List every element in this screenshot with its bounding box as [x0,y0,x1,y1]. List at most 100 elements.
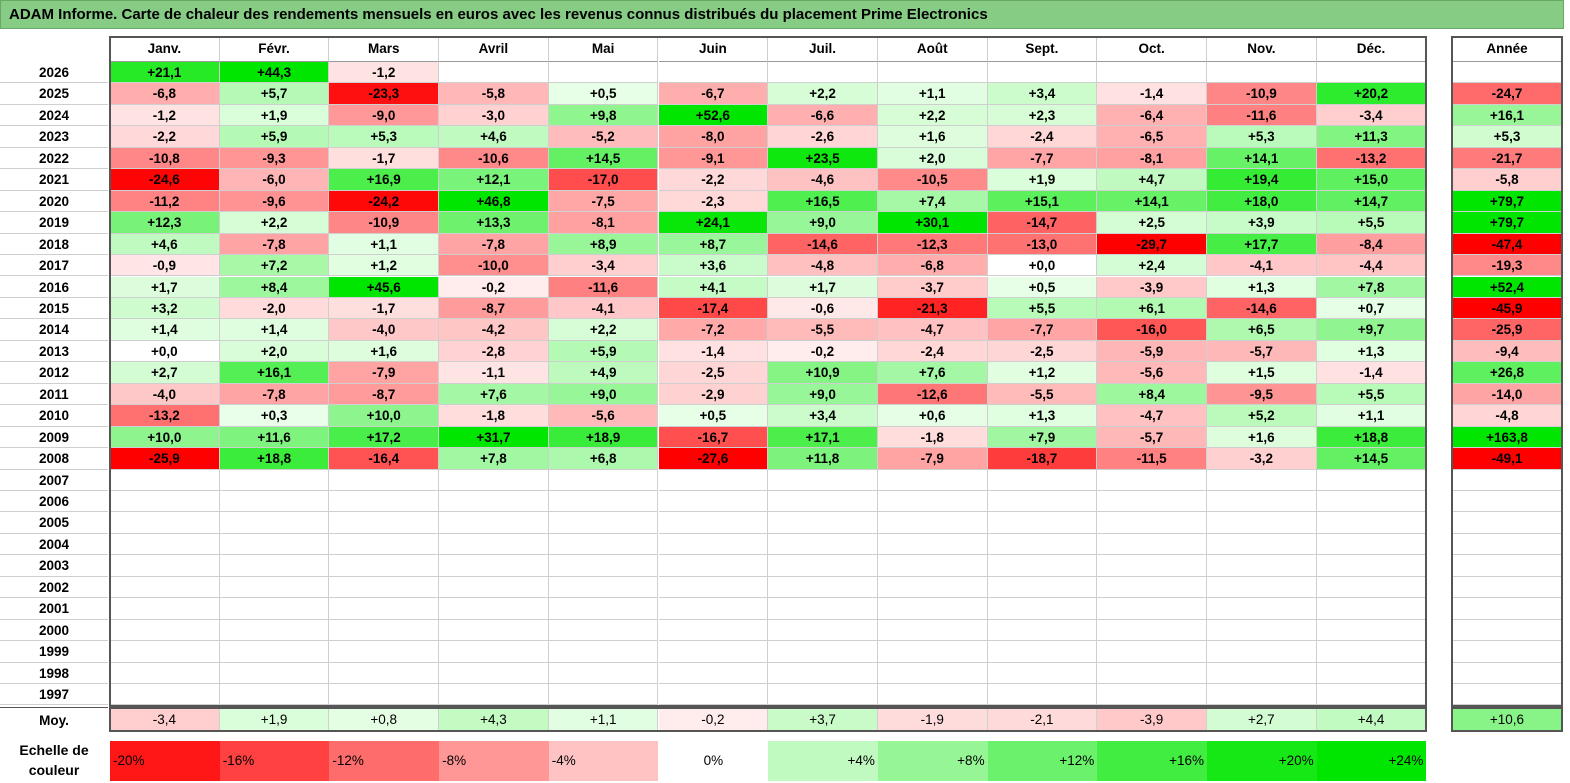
annual-cell[interactable]: +16,1 [1452,104,1562,127]
color-scale-swatch[interactable]: -8% [439,741,549,781]
average-cell[interactable]: +1,9 [219,707,330,732]
heatmap-cell[interactable] [877,555,988,577]
heatmap-cell[interactable] [1316,469,1427,491]
heatmap-cell[interactable]: -2,3 [658,190,769,213]
heatmap-cell[interactable]: -11,2 [110,190,220,213]
heatmap-cell[interactable] [987,662,1098,685]
year-label[interactable]: 2012 [0,362,108,384]
heatmap-cell[interactable]: -7,9 [329,362,440,384]
heatmap-cell[interactable] [768,598,878,620]
color-scale-swatch[interactable]: +16% [1097,741,1207,781]
heatmap-cell[interactable] [987,684,1098,706]
heatmap-cell[interactable]: -5,6 [548,405,659,427]
month-header[interactable]: Avril [439,36,549,62]
heatmap-cell[interactable] [110,555,220,577]
heatmap-cell[interactable]: +24,1 [658,212,769,234]
heatmap-cell[interactable] [1207,641,1317,663]
heatmap-cell[interactable] [1316,619,1427,642]
annual-cell[interactable]: -19,3 [1452,255,1562,277]
heatmap-cell[interactable] [1316,662,1427,685]
color-scale-swatch[interactable]: -16% [219,741,330,781]
heatmap-cell[interactable]: -1,2 [329,62,440,84]
heatmap-cell[interactable] [439,469,549,491]
heatmap-cell[interactable]: +8,9 [548,233,659,256]
heatmap-cell[interactable] [768,555,878,577]
heatmap-cell[interactable]: -9,0 [329,104,440,127]
heatmap-cell[interactable]: +2,2 [768,83,878,105]
heatmap-cell[interactable]: +31,7 [439,426,549,449]
heatmap-cell[interactable]: -2,4 [987,126,1098,148]
heatmap-cell[interactable]: -1,8 [877,426,988,449]
heatmap-cell[interactable]: -0,9 [110,255,220,277]
heatmap-cell[interactable]: +3,4 [768,405,878,427]
heatmap-cell[interactable]: -5,2 [548,126,659,148]
heatmap-cell[interactable]: +18,8 [1316,426,1427,449]
heatmap-cell[interactable]: +23,5 [768,147,878,170]
heatmap-cell[interactable]: -8,1 [548,212,659,234]
heatmap-cell[interactable]: -4,0 [110,383,220,406]
heatmap-cell[interactable] [1316,491,1427,513]
annual-cell[interactable]: -45,9 [1452,297,1562,320]
year-label[interactable]: 2011 [0,384,108,406]
heatmap-cell[interactable]: -7,8 [439,233,549,256]
heatmap-cell[interactable] [439,512,549,534]
heatmap-cell[interactable]: +5,3 [1207,126,1317,148]
color-scale-swatch[interactable]: +24% [1316,741,1427,781]
heatmap-cell[interactable] [1207,62,1317,84]
color-scale-swatch[interactable]: +8% [877,741,988,781]
average-cell[interactable]: -2,1 [987,707,1098,732]
heatmap-cell[interactable]: +5,9 [219,126,330,148]
heatmap-cell[interactable]: +3,4 [987,83,1098,105]
heatmap-cell[interactable] [110,619,220,642]
heatmap-cell[interactable] [987,512,1098,534]
heatmap-cell[interactable] [987,619,1098,642]
heatmap-cell[interactable]: +5,5 [1316,383,1427,406]
heatmap-cell[interactable]: -5,7 [1207,340,1317,363]
heatmap-cell[interactable]: +14,5 [1316,448,1427,470]
heatmap-cell[interactable]: -7,5 [548,190,659,213]
heatmap-cell[interactable]: -7,8 [219,383,330,406]
heatmap-cell[interactable]: -14,6 [1207,297,1317,320]
heatmap-cell[interactable]: +2,3 [987,104,1098,127]
heatmap-cell[interactable]: -11,6 [1207,104,1317,127]
heatmap-cell[interactable]: +0,7 [1316,297,1427,320]
heatmap-cell[interactable]: +9,0 [548,383,659,406]
month-header[interactable]: Févr. [219,36,330,62]
heatmap-cell[interactable]: -7,7 [987,319,1098,341]
color-scale-swatch[interactable]: -20% [110,741,220,781]
heatmap-cell[interactable]: -8,7 [329,383,440,406]
heatmap-cell[interactable] [1097,469,1207,491]
heatmap-cell[interactable]: -13,0 [987,233,1098,256]
heatmap-cell[interactable]: +1,9 [219,104,330,127]
heatmap-cell[interactable]: -5,5 [768,319,878,341]
heatmap-cell[interactable]: +2,7 [110,362,220,384]
average-label[interactable]: Moy. [0,707,108,732]
heatmap-cell[interactable] [548,641,659,663]
heatmap-cell[interactable]: -6,5 [1097,126,1207,148]
heatmap-cell[interactable] [658,533,769,556]
heatmap-cell[interactable]: -3,4 [1316,104,1427,127]
heatmap-cell[interactable]: -10,0 [439,255,549,277]
heatmap-cell[interactable]: +1,1 [877,83,988,105]
heatmap-cell[interactable]: +17,7 [1207,233,1317,256]
heatmap-cell[interactable] [329,619,440,642]
heatmap-cell[interactable]: -18,7 [987,448,1098,470]
annual-cell[interactable]: +79,7 [1452,190,1562,213]
heatmap-cell[interactable] [1207,619,1317,642]
heatmap-cell[interactable] [439,598,549,620]
heatmap-cell[interactable]: -0,6 [768,297,878,320]
heatmap-cell[interactable] [439,641,549,663]
month-header[interactable]: Mars [329,36,440,62]
heatmap-cell[interactable] [658,576,769,599]
annual-cell[interactable] [1452,491,1562,513]
heatmap-cell[interactable]: -0,2 [439,276,549,298]
month-header[interactable]: Mai [548,36,659,62]
heatmap-cell[interactable] [548,491,659,513]
heatmap-cell[interactable] [548,619,659,642]
heatmap-cell[interactable] [548,662,659,685]
annual-cell[interactable]: -9,4 [1452,340,1562,363]
heatmap-cell[interactable]: -4,4 [1316,255,1427,277]
color-scale-swatch[interactable]: +12% [987,741,1098,781]
heatmap-cell[interactable]: +44,3 [219,62,330,84]
heatmap-cell[interactable] [877,598,988,620]
